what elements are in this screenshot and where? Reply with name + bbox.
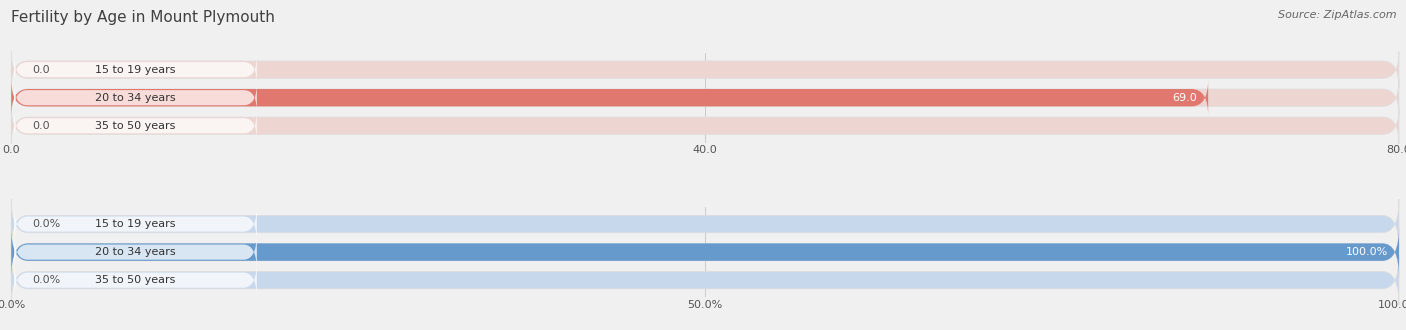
FancyBboxPatch shape	[14, 205, 257, 244]
FancyBboxPatch shape	[11, 80, 1208, 116]
Text: 0.0: 0.0	[32, 121, 49, 131]
FancyBboxPatch shape	[11, 227, 1399, 277]
FancyBboxPatch shape	[14, 112, 257, 140]
Text: 20 to 34 years: 20 to 34 years	[96, 247, 176, 257]
Text: 69.0: 69.0	[1173, 93, 1197, 103]
Text: 15 to 19 years: 15 to 19 years	[96, 219, 176, 229]
FancyBboxPatch shape	[14, 233, 257, 272]
Text: Source: ZipAtlas.com: Source: ZipAtlas.com	[1278, 10, 1396, 20]
Text: 100.0%: 100.0%	[1346, 247, 1388, 257]
FancyBboxPatch shape	[14, 84, 257, 112]
FancyBboxPatch shape	[11, 108, 1399, 144]
Text: 0.0%: 0.0%	[32, 275, 60, 285]
FancyBboxPatch shape	[11, 51, 1399, 88]
Text: Fertility by Age in Mount Plymouth: Fertility by Age in Mount Plymouth	[11, 10, 276, 25]
Text: 0.0: 0.0	[32, 65, 49, 75]
FancyBboxPatch shape	[14, 261, 257, 300]
FancyBboxPatch shape	[11, 80, 1399, 116]
Text: 15 to 19 years: 15 to 19 years	[96, 65, 176, 75]
FancyBboxPatch shape	[11, 227, 1399, 277]
Text: 0.0%: 0.0%	[32, 219, 60, 229]
FancyBboxPatch shape	[14, 56, 257, 83]
Text: 35 to 50 years: 35 to 50 years	[96, 121, 176, 131]
Text: 20 to 34 years: 20 to 34 years	[96, 93, 176, 103]
Text: 35 to 50 years: 35 to 50 years	[96, 275, 176, 285]
FancyBboxPatch shape	[11, 199, 1399, 249]
FancyBboxPatch shape	[11, 255, 1399, 305]
